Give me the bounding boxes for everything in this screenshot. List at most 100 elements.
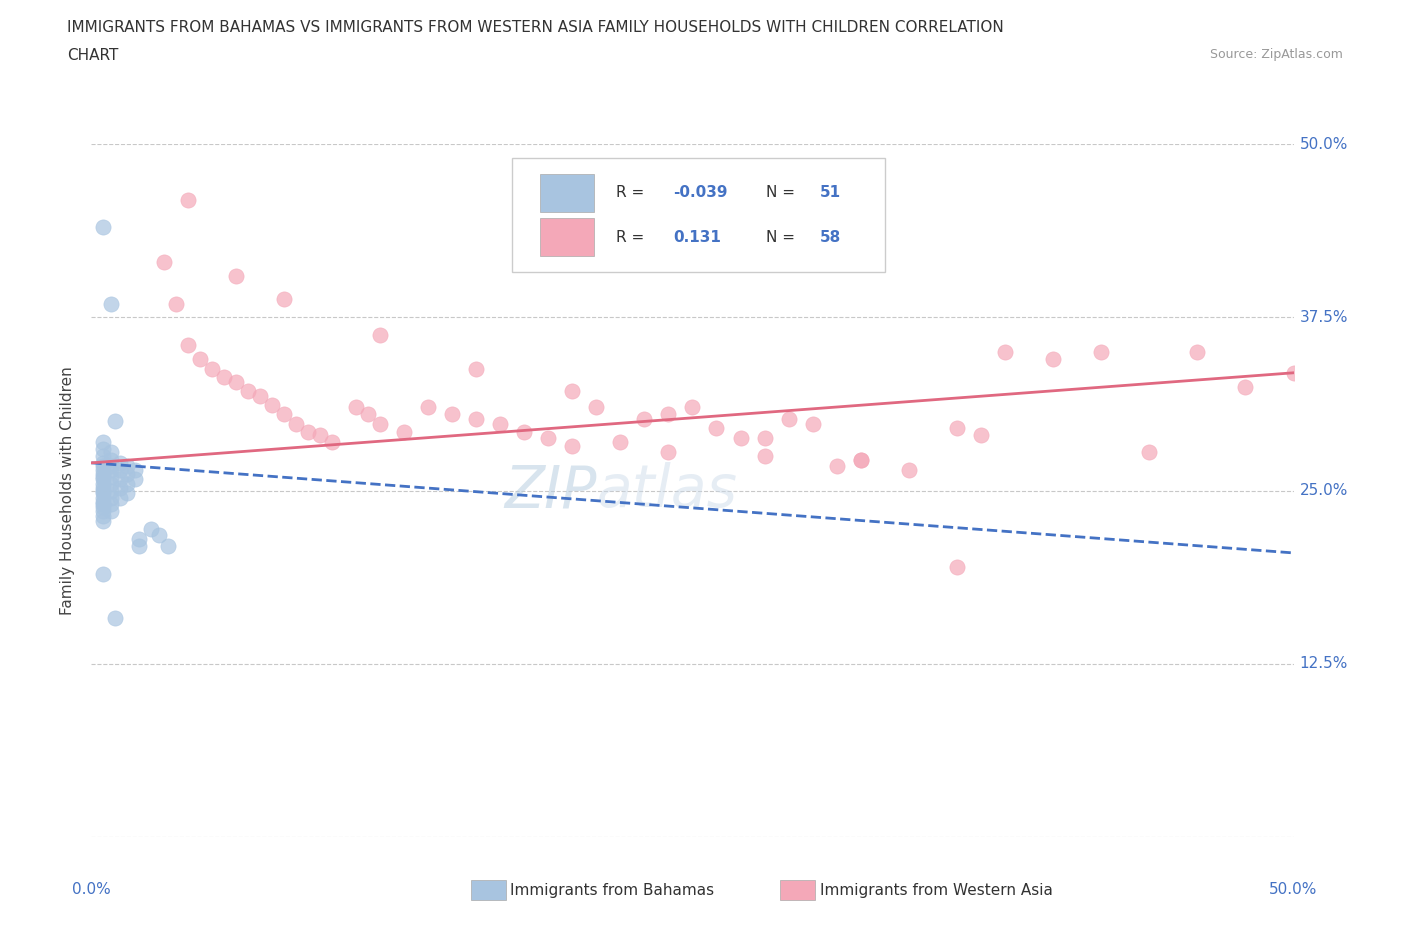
Text: 50.0%: 50.0%: [1299, 137, 1348, 152]
Text: N =: N =: [766, 230, 800, 245]
Point: [681, 400, 703, 415]
Point: [273, 407, 295, 422]
Point: [344, 400, 367, 415]
Point: [100, 458, 122, 473]
Text: Immigrants from Bahamas: Immigrants from Bahamas: [510, 883, 714, 897]
FancyBboxPatch shape: [512, 158, 884, 272]
Point: [141, 522, 163, 537]
Text: 50.0%: 50.0%: [1270, 882, 1317, 897]
Point: [100, 462, 122, 477]
Point: [110, 481, 132, 496]
Text: 0.0%: 0.0%: [72, 882, 111, 897]
Point: [93, 434, 115, 449]
Point: [93, 481, 115, 496]
Point: [489, 417, 512, 432]
Point: [93, 484, 115, 498]
Point: [225, 269, 247, 284]
Point: [93, 442, 115, 457]
Bar: [540, 174, 593, 212]
Point: [849, 453, 872, 468]
Text: R =: R =: [616, 185, 648, 201]
Point: [1090, 345, 1112, 360]
Point: [537, 431, 560, 445]
Point: [1042, 352, 1064, 366]
Point: [849, 453, 872, 468]
Point: [93, 476, 115, 491]
Point: [368, 328, 391, 343]
Point: [321, 434, 343, 449]
Text: R =: R =: [616, 230, 648, 245]
Point: [754, 431, 776, 445]
Point: [110, 456, 132, 471]
Point: [124, 462, 146, 477]
Text: Source: ZipAtlas.com: Source: ZipAtlas.com: [1209, 48, 1343, 61]
Text: 51: 51: [820, 185, 841, 201]
Point: [117, 476, 139, 491]
Text: IMMIGRANTS FROM BAHAMAS VS IMMIGRANTS FROM WESTERN ASIA FAMILY HOUSEHOLDS WITH C: IMMIGRANTS FROM BAHAMAS VS IMMIGRANTS FR…: [67, 20, 1004, 35]
Point: [148, 527, 170, 542]
Point: [100, 470, 122, 485]
Point: [124, 472, 146, 487]
Point: [368, 417, 391, 432]
Point: [93, 458, 115, 473]
Text: Immigrants from Western Asia: Immigrants from Western Asia: [820, 883, 1053, 897]
Point: [100, 445, 122, 459]
Point: [128, 532, 150, 547]
Point: [633, 411, 655, 426]
Point: [93, 456, 115, 471]
Point: [176, 193, 198, 207]
Point: [308, 428, 330, 443]
Point: [657, 445, 679, 459]
Text: 58: 58: [820, 230, 841, 245]
Text: CHART: CHART: [67, 48, 120, 63]
Text: atlas: atlas: [596, 462, 737, 519]
Point: [93, 497, 115, 512]
Point: [117, 458, 139, 473]
Text: 25.0%: 25.0%: [1299, 483, 1348, 498]
Point: [801, 417, 824, 432]
Point: [104, 611, 127, 626]
Point: [201, 361, 224, 376]
Point: [100, 504, 122, 519]
Point: [93, 499, 115, 514]
Point: [561, 383, 583, 398]
Point: [946, 559, 969, 574]
Point: [100, 453, 122, 468]
Text: N =: N =: [766, 185, 800, 201]
Point: [297, 425, 319, 440]
Point: [100, 484, 122, 498]
Point: [970, 428, 993, 443]
Text: 12.5%: 12.5%: [1299, 657, 1348, 671]
Point: [416, 400, 439, 415]
Point: [273, 292, 295, 307]
Point: [110, 472, 132, 487]
Point: [561, 439, 583, 454]
Point: [609, 434, 631, 449]
Point: [440, 407, 463, 422]
Point: [897, 462, 920, 477]
Point: [117, 467, 139, 482]
Point: [152, 255, 174, 270]
Point: [212, 369, 235, 384]
Point: [585, 400, 607, 415]
Point: [93, 462, 115, 477]
Point: [1234, 379, 1257, 394]
Point: [1137, 445, 1160, 459]
Point: [117, 485, 139, 500]
Point: [1282, 365, 1305, 380]
Point: [128, 538, 150, 553]
Point: [100, 490, 122, 505]
Point: [392, 425, 415, 440]
Y-axis label: Family Households with Children: Family Households with Children: [60, 366, 76, 615]
Point: [260, 397, 283, 412]
Point: [93, 494, 115, 509]
Point: [657, 407, 679, 422]
Point: [236, 383, 259, 398]
Point: [225, 375, 247, 390]
Point: [93, 219, 115, 234]
Point: [93, 472, 115, 487]
Point: [93, 448, 115, 463]
Text: ZIP: ZIP: [503, 462, 596, 519]
Point: [93, 485, 115, 500]
Point: [157, 538, 180, 553]
